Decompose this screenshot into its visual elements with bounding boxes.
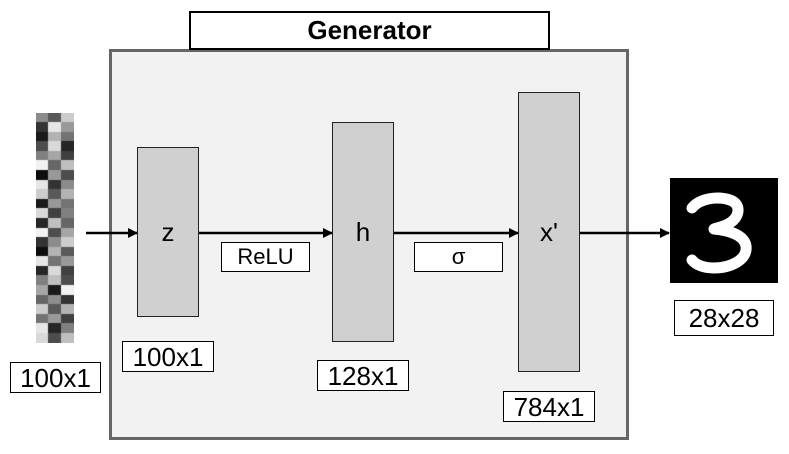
output-digit-image <box>670 178 778 283</box>
layer-z: z <box>137 147 199 317</box>
layer-h-dim-label: 128x1 <box>317 360 409 391</box>
layer-h: h <box>332 122 394 342</box>
digit-three-glyph <box>686 192 752 274</box>
layer-x-dim-label: 784x1 <box>503 391 595 422</box>
layer-x-prime-label: x' <box>540 216 558 247</box>
generator-title: Generator <box>189 11 550 50</box>
layer-h-label: h <box>355 216 371 247</box>
activation-relu: ReLU <box>221 242 310 272</box>
output-dim-label: 28x28 <box>674 300 774 336</box>
noise-input-image <box>36 113 74 343</box>
layer-x-prime: x' <box>518 92 580 372</box>
layer-z-label: z <box>161 216 175 247</box>
input-dim-label: 100x1 <box>10 362 101 393</box>
layer-z-dim-label: 100x1 <box>122 341 214 372</box>
activation-sigma: σ <box>414 242 503 272</box>
